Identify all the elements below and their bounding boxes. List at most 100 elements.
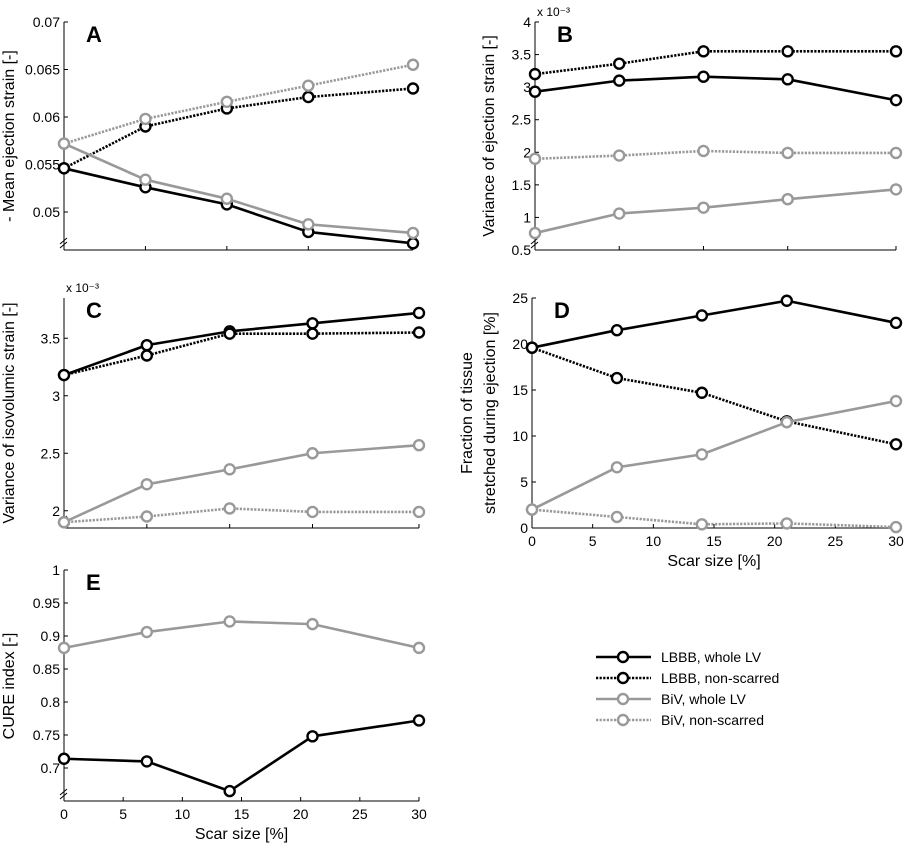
x-tick-label: 5 — [119, 806, 127, 822]
data-point — [140, 478, 154, 491]
data-point — [223, 502, 236, 515]
x-axis-label: Scar size [%] — [667, 553, 760, 570]
legend-label: LBBB, non-scarred — [661, 670, 779, 686]
x-tick-label: 10 — [646, 533, 662, 549]
data-point — [610, 510, 624, 524]
data-point — [412, 306, 426, 320]
data-point — [302, 90, 315, 104]
data-point — [889, 520, 903, 534]
legend-label: LBBB, whole LV — [661, 649, 762, 665]
y-axis-label: stretched during ejection [%] — [482, 312, 499, 514]
series-line — [63, 719, 420, 793]
data-point — [57, 516, 71, 529]
data-point — [412, 505, 426, 519]
series-lbbb-whole-lv — [57, 714, 426, 798]
series-line — [531, 299, 897, 349]
series-biv-non-scarred — [57, 58, 420, 150]
data-point — [223, 615, 236, 628]
data-point — [406, 237, 420, 250]
data-point — [306, 317, 319, 330]
y-tick-label: 2.5 — [41, 445, 61, 461]
y-exponent-label: x 10⁻³ — [537, 5, 570, 19]
data-point — [140, 510, 154, 523]
data-point — [223, 463, 236, 476]
data-point — [528, 85, 542, 98]
series-biv-non-scarred — [525, 503, 903, 534]
y-tick-label: 3 — [523, 79, 531, 95]
data-point — [140, 338, 154, 352]
data-point — [306, 327, 319, 340]
y-axis-label: Variance of ejection strain [-] — [481, 35, 498, 237]
legend-marker — [616, 650, 630, 664]
data-point — [697, 70, 710, 83]
y-tick-label: 2 — [52, 503, 60, 519]
panel-label: D — [554, 298, 570, 323]
legend-label: BiV, whole LV — [661, 691, 746, 707]
series-biv-whole-lv — [528, 183, 903, 240]
series-line — [534, 188, 897, 235]
y-tick-label: 0 — [520, 520, 528, 536]
series-lbbb-whole-lv — [528, 70, 903, 107]
data-point — [139, 173, 152, 186]
data-point — [140, 625, 154, 639]
legend-entry: BiV, whole LV — [596, 691, 746, 707]
y-axis-label: Fraction of tissue — [459, 352, 476, 474]
series-line — [63, 311, 420, 377]
data-point — [889, 316, 903, 330]
series-line — [63, 167, 414, 245]
x-tick-label: 30 — [888, 533, 904, 549]
data-point — [695, 448, 709, 461]
y-tick-label: 0.065 — [25, 62, 60, 78]
data-point — [781, 146, 794, 160]
data-point — [525, 341, 539, 354]
series-line — [63, 142, 414, 235]
series-lbbb-whole-lv — [57, 162, 420, 250]
data-point — [889, 146, 903, 160]
data-point — [781, 73, 794, 86]
y-axis-label: CURE index [-] — [1, 633, 18, 740]
y-axis-label: Variance of isovolumic strain [-] — [1, 302, 18, 523]
data-point — [57, 137, 71, 150]
data-point — [695, 309, 709, 322]
series-line — [534, 50, 896, 76]
y-tick-label: 3 — [52, 388, 60, 404]
data-point — [306, 505, 319, 519]
data-point — [781, 192, 794, 206]
axis-break-mark — [530, 237, 539, 249]
data-point — [610, 461, 624, 474]
panel-a: 0.05 0.055 0.06 0.065 0.07 - Mean ejection st… — [1, 14, 420, 251]
data-point — [302, 79, 315, 92]
data-point — [412, 326, 426, 339]
y-tick-label: 1.5 — [512, 177, 532, 193]
y-tick-label: 2 — [523, 144, 531, 160]
legend-label: BiV, non-scarred — [661, 712, 764, 728]
series-line — [63, 63, 414, 145]
data-point — [610, 324, 624, 337]
data-point — [140, 755, 154, 768]
y-tick-label: 15 — [512, 382, 528, 398]
y-tick-label: 0.05 — [33, 204, 60, 220]
axis-break-mark — [59, 237, 68, 249]
data-point — [695, 386, 709, 399]
series-lbbb-whole-lv — [525, 294, 903, 354]
x-tick-label: 25 — [352, 806, 368, 822]
axis-break-mark — [59, 788, 68, 800]
data-point — [406, 58, 420, 71]
y-tick-label: 10 — [512, 428, 528, 444]
x-tick-label: 30 — [411, 806, 427, 822]
data-point — [406, 226, 420, 240]
data-point — [306, 730, 319, 743]
y-tick-label: 0.055 — [25, 157, 60, 173]
data-point — [406, 82, 420, 95]
x-axis-label: Scar size [%] — [195, 826, 288, 843]
data-point — [412, 439, 426, 452]
data-point — [220, 95, 234, 109]
series-lbbb-whole-lv — [57, 306, 426, 382]
panel-label: C — [86, 298, 102, 323]
series-biv-whole-lv — [525, 394, 903, 516]
y-tick-label: 1 — [52, 562, 60, 578]
data-point — [889, 438, 903, 451]
data-point — [220, 192, 234, 205]
y-tick-label: 5 — [520, 474, 528, 490]
